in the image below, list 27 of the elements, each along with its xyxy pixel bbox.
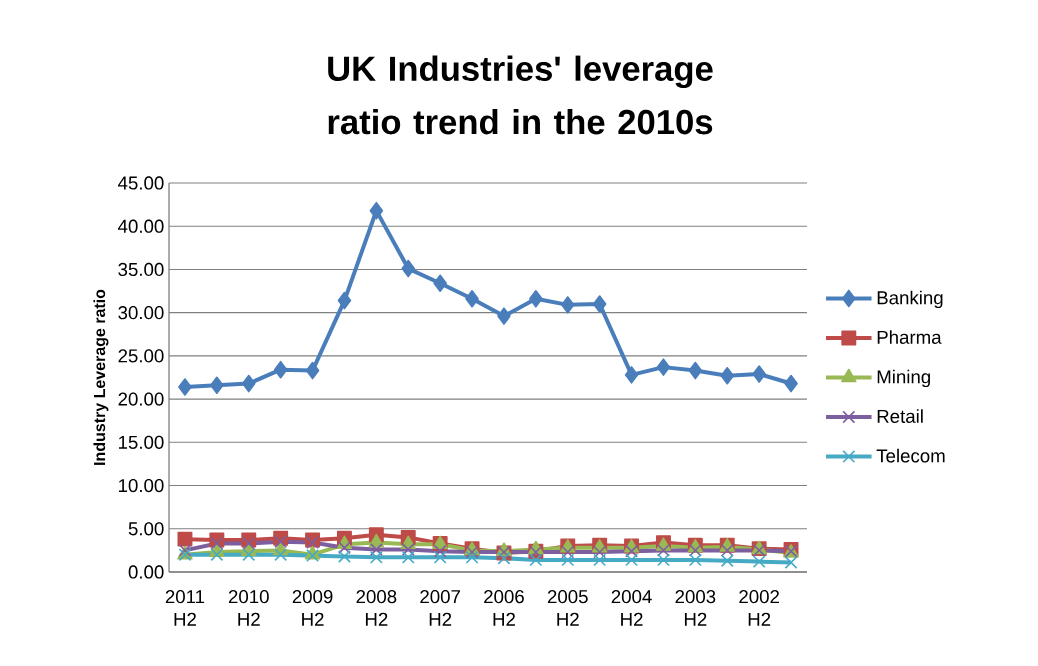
x-tick-label: 2004 H2	[611, 590, 652, 626]
y-tick-label: 0.00	[128, 565, 164, 579]
legend-label: Telecom	[876, 448, 945, 463]
x-tick-label: 2003 H2	[675, 590, 716, 626]
y-tick-label: 45.00	[118, 176, 164, 190]
x-tick-label: 2005 H2	[547, 590, 588, 626]
legend-label: Banking	[877, 290, 943, 309]
legend-label: Retail	[877, 409, 923, 423]
x-tick-label: 2009 H2	[292, 590, 333, 626]
chart-title: UK Industries' leverage ratio trend in the 2010s	[328, 55, 713, 135]
x-tick-label: 2002 H2	[739, 590, 779, 626]
x-tick-label: 2008 H2	[356, 590, 397, 626]
y-tick-label: 15.00	[119, 435, 164, 449]
y-tick-label: 25.00	[118, 349, 164, 363]
y-tick-label: 20.00	[118, 392, 164, 406]
x-tick-label: 2007 H2	[420, 590, 460, 626]
x-tick-label: 2011 H2	[165, 590, 205, 626]
x-tick-label: 2006 H2	[484, 590, 524, 626]
y-tick-label: 5.00	[128, 522, 164, 536]
y-tick-label: 40.00	[118, 219, 164, 233]
y-tick-label: 10.00	[119, 478, 164, 493]
y-tick-label: 35.00	[118, 262, 164, 277]
y-axis-title: Industry Leverage ratio	[93, 289, 109, 465]
legend-label: Mining	[877, 369, 930, 388]
y-tick-label: 30.00	[118, 306, 164, 320]
legend-label: Pharma	[877, 330, 942, 344]
x-tick-label: 2010 H2	[228, 590, 269, 626]
